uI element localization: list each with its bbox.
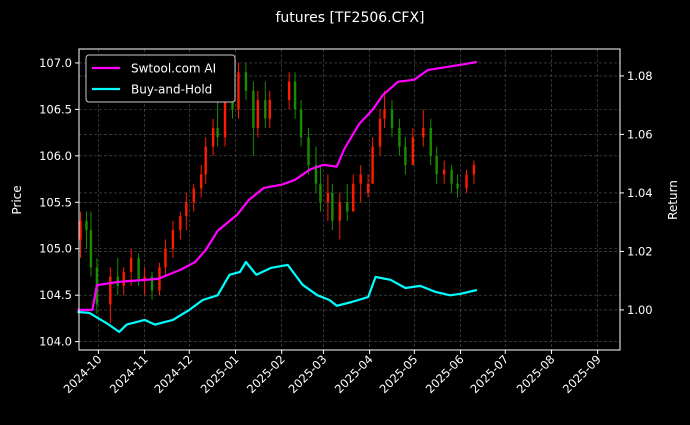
x-tick-label: 2025-06 bbox=[423, 352, 467, 396]
candle-body bbox=[264, 100, 267, 119]
y-right-tick-label: 1.02 bbox=[627, 244, 653, 258]
legend: Swtool.com AI Buy-and-Hold bbox=[85, 54, 236, 103]
candle-body bbox=[192, 188, 195, 203]
candle-body bbox=[244, 72, 248, 91]
buy-and-hold-line bbox=[77, 260, 478, 333]
candle-body bbox=[331, 192, 334, 221]
candle-body bbox=[150, 276, 154, 291]
candle-body bbox=[109, 276, 112, 305]
candle-body bbox=[378, 118, 382, 147]
x-tick-label: 2025-02 bbox=[244, 352, 288, 396]
candle-body bbox=[216, 127, 219, 138]
y-left-tick-label: 104.5 bbox=[39, 288, 72, 302]
y-left-tick-label: 106.5 bbox=[39, 102, 72, 116]
candle-body bbox=[293, 81, 297, 110]
legend-box bbox=[85, 54, 236, 103]
candle-body bbox=[268, 100, 271, 119]
candle-body bbox=[237, 72, 240, 110]
candle-body bbox=[371, 146, 374, 184]
x-tick-label: 2025-07 bbox=[467, 352, 511, 396]
y-right-tick-label: 1.06 bbox=[627, 127, 653, 141]
x-tick-label: 2025-04 bbox=[332, 352, 376, 396]
candle-body bbox=[411, 137, 415, 166]
candlesticks bbox=[79, 62, 476, 324]
x-tick-label: 2024-10 bbox=[61, 352, 105, 396]
x-tick-label: 2025-09 bbox=[560, 352, 604, 396]
x-tick-label: 2025-05 bbox=[377, 352, 421, 396]
candle-body bbox=[456, 183, 459, 189]
candle-body bbox=[200, 174, 203, 189]
candle-body bbox=[326, 192, 330, 203]
candle-body bbox=[338, 202, 342, 221]
candle-body bbox=[383, 109, 386, 119]
candle-body bbox=[89, 230, 93, 268]
candle-body bbox=[429, 127, 432, 156]
candle-body bbox=[404, 146, 407, 166]
x-tick-label: 2024-12 bbox=[152, 352, 196, 396]
return-lines bbox=[77, 60, 478, 333]
candle-body bbox=[450, 169, 453, 184]
candle-body bbox=[171, 230, 175, 249]
candle-body bbox=[442, 169, 446, 175]
candle-body bbox=[472, 165, 476, 175]
candle-body bbox=[223, 100, 227, 138]
candle-body bbox=[79, 220, 82, 240]
candle-body bbox=[366, 183, 370, 193]
y-axis-label-right: Return bbox=[666, 180, 680, 220]
y-left-tick-label: 105.5 bbox=[39, 195, 72, 209]
candle-body bbox=[252, 90, 255, 128]
candle-body bbox=[435, 155, 438, 175]
plot-frame bbox=[78, 48, 621, 351]
candle-body bbox=[204, 146, 207, 175]
y-axis-right: 1.00 1.02 1.04 1.06 1.08 bbox=[620, 69, 653, 317]
candle-body bbox=[299, 109, 303, 138]
y-axis-left: 104.0 104.5 105.0 105.5 106.0 106.5 107.0 bbox=[39, 56, 79, 349]
candle-body bbox=[319, 183, 322, 203]
x-tick-label: 2025-03 bbox=[286, 352, 330, 396]
candle-body bbox=[422, 127, 425, 138]
candle-body bbox=[179, 216, 182, 231]
candle-body bbox=[164, 248, 167, 268]
candle-body bbox=[346, 202, 349, 212]
y-left-tick-label: 107.0 bbox=[39, 56, 72, 70]
candle-body bbox=[256, 100, 260, 128]
candle-body bbox=[85, 220, 88, 231]
candle-body bbox=[398, 127, 401, 147]
x-tick-label: 2024-11 bbox=[107, 352, 151, 396]
legend-label-buy-hold: Buy-and-Hold bbox=[131, 83, 212, 97]
candle-body bbox=[314, 165, 318, 184]
strategy-line bbox=[77, 60, 478, 311]
x-axis: 2024-10 2024-11 2024-12 2025-01 2025-022025-… bbox=[61, 350, 604, 396]
x-tick-label: 2025-08 bbox=[514, 352, 558, 396]
candle-body bbox=[211, 127, 215, 147]
candle-body bbox=[390, 109, 394, 128]
candle-body bbox=[352, 183, 355, 212]
legend-label-strategy: Swtool.com AI bbox=[131, 62, 216, 76]
candle-body bbox=[307, 137, 310, 166]
y-right-tick-label: 1.00 bbox=[627, 303, 653, 317]
x-tick-label: 2025-01 bbox=[198, 352, 242, 396]
candle-body bbox=[465, 174, 468, 189]
candle-body bbox=[129, 258, 133, 272]
chart-title: futures [TF2506.CFX] bbox=[276, 10, 425, 26]
y-right-tick-label: 1.04 bbox=[627, 186, 653, 200]
y-right-tick-label: 1.08 bbox=[627, 69, 653, 83]
grid bbox=[79, 49, 620, 350]
candle-body bbox=[185, 202, 188, 217]
candle-body bbox=[287, 81, 291, 101]
candle-body bbox=[137, 258, 140, 282]
y-left-tick-label: 105.0 bbox=[39, 242, 72, 256]
candle-body bbox=[122, 271, 125, 286]
candle-body bbox=[359, 174, 362, 184]
y-axis-label-left: Price bbox=[10, 185, 24, 214]
y-left-tick-label: 104.0 bbox=[39, 335, 72, 349]
candle-body bbox=[231, 100, 234, 110]
y-left-tick-label: 106.0 bbox=[39, 149, 72, 163]
